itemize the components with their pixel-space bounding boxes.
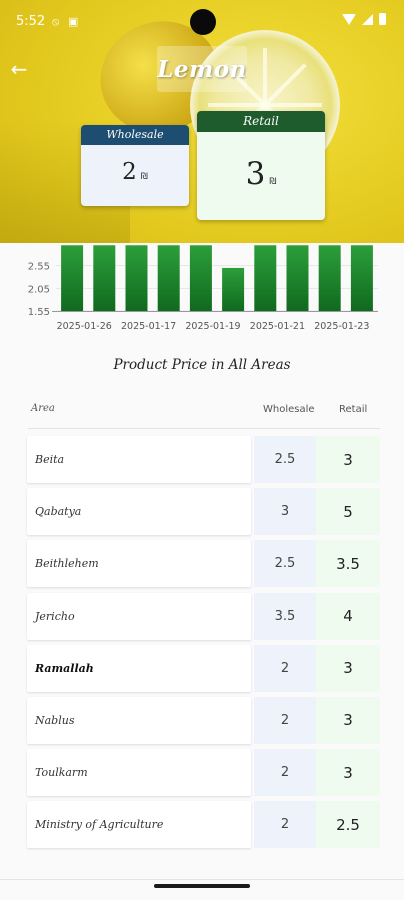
table-row: Qabatya 3 5 xyxy=(27,488,380,536)
wholesale-card-label: Wholesale xyxy=(81,125,189,145)
y-tick-label: 2.05 xyxy=(28,284,50,295)
retail-price-cell: 5 xyxy=(316,488,380,536)
area-name: Toulkarm xyxy=(27,749,251,797)
wholesale-currency: ₪ xyxy=(140,172,148,182)
wholesale-price-cell: 2 xyxy=(254,749,316,797)
wholesale-price-cell: 2 xyxy=(254,801,316,849)
chart-bar[interactable] xyxy=(93,245,116,311)
x-tick-label: 2025-01-23 xyxy=(314,321,369,332)
chart-bar[interactable] xyxy=(350,245,373,311)
status-bar: 5:52 ⦸ ▣ xyxy=(0,0,404,44)
wholesale-price-cell: 2 xyxy=(254,644,316,692)
retail-price-card: Retail 3 ₪ xyxy=(197,111,325,220)
wholesale-price-cell: 3 xyxy=(254,488,316,536)
retail-card-label: Retail xyxy=(197,111,325,132)
table-row: Toulkarm 2 3 xyxy=(27,749,380,797)
area-name: Nablus xyxy=(27,696,251,744)
retail-column-header: Retail xyxy=(339,404,368,415)
battery-icon xyxy=(379,13,386,25)
wholesale-price-value: 2 ₪ xyxy=(81,159,189,185)
wholesale-price-cell: 2.5 xyxy=(254,436,316,483)
table-row: Beita 2.5 3 xyxy=(27,436,380,483)
app-title-box: Lemon xyxy=(157,46,247,92)
retail-currency: ₪ xyxy=(269,177,277,187)
table-title: Product Price in All Areas xyxy=(113,357,291,373)
wifi-icon xyxy=(342,13,356,25)
chart-bar[interactable] xyxy=(254,245,277,311)
chart-bar[interactable] xyxy=(318,245,341,311)
x-tick-label: 2025-01-21 xyxy=(250,321,305,332)
table-header: Area Wholesale Retail xyxy=(28,400,380,422)
front-camera-cutout xyxy=(190,9,216,35)
wholesale-price-cell: 2 xyxy=(254,696,316,744)
retail-price-cell: 3.5 xyxy=(316,540,380,588)
wholesale-price-cell: 3.5 xyxy=(254,592,316,640)
back-arrow-icon[interactable]: ← xyxy=(10,57,28,81)
wholesale-column-header: Wholesale xyxy=(263,404,315,415)
notification-status-icon: ▣ xyxy=(68,15,79,28)
retail-price-cell: 3 xyxy=(316,749,380,797)
retail-price-value: 3 ₪ xyxy=(197,156,325,192)
chart-bar[interactable] xyxy=(286,245,309,311)
x-tick-label: 2025-01-17 xyxy=(121,321,176,332)
wholesale-price-card: Wholesale 2 ₪ xyxy=(81,125,189,206)
retail-price-cell: 2.5 xyxy=(316,801,380,849)
price-history-chart-svg: 2.55 2.05 1.55 2025-01-26 2025-01-17 2025-01-… xyxy=(28,245,378,332)
retail-price-cell: 3 xyxy=(316,644,380,692)
chart-bar[interactable] xyxy=(157,245,180,311)
bottom-divider xyxy=(0,879,404,880)
chart-bar[interactable] xyxy=(61,245,84,311)
signal-icon xyxy=(362,13,373,25)
home-indicator[interactable] xyxy=(154,884,250,888)
area-name: Beita xyxy=(27,436,251,483)
table-header-divider xyxy=(28,428,380,429)
area-name: Ministry of Agriculture xyxy=(27,801,251,849)
y-tick-label: 2.55 xyxy=(28,262,50,273)
area-name: Qabatya xyxy=(27,488,251,536)
area-name: Jericho xyxy=(27,592,251,640)
wholesale-price-number: 2 xyxy=(122,159,137,185)
x-tick-label: 2025-01-26 xyxy=(57,321,112,332)
price-table: Beita 2.5 3 Qabatya 3 5 Beithlehem 2.5 3… xyxy=(27,436,380,854)
retail-price-cell: 4 xyxy=(316,592,380,640)
area-column-header: Area xyxy=(31,403,55,414)
location-status-icon: ⦸ xyxy=(52,15,60,28)
x-tick-label: 2025-01-19 xyxy=(185,321,240,332)
retail-price-number: 3 xyxy=(245,156,266,192)
status-right-icons xyxy=(342,13,386,25)
chart-bar[interactable] xyxy=(189,245,212,311)
table-row: Ramallah 2 3 xyxy=(27,644,380,692)
page-title: Lemon xyxy=(157,55,247,83)
table-row: Nablus 2 3 xyxy=(27,696,380,744)
retail-price-cell: 3 xyxy=(316,696,380,744)
chart-bar[interactable] xyxy=(125,245,148,311)
table-row: Beithlehem 2.5 3.5 xyxy=(27,540,380,588)
area-name: Ramallah xyxy=(27,644,251,692)
y-tick-label: 1.55 xyxy=(28,307,50,318)
area-name: Beithlehem xyxy=(27,540,251,588)
wholesale-price-cell: 2.5 xyxy=(254,540,316,588)
retail-price-cell: 3 xyxy=(316,436,380,483)
status-time: 5:52 xyxy=(16,14,46,29)
price-history-chart: 2.55 2.05 1.55 2025-01-26 2025-01-17 2025-01-… xyxy=(0,243,404,343)
chart-bar[interactable] xyxy=(222,267,245,311)
table-row: Jericho 3.5 4 xyxy=(27,592,380,640)
table-row: Ministry of Agriculture 2 2.5 xyxy=(27,801,380,849)
